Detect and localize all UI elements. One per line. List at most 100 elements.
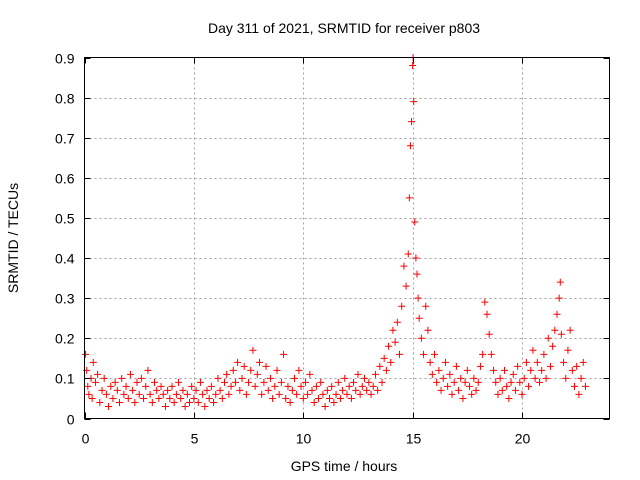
data-point (102, 390, 110, 398)
data-point (479, 350, 487, 358)
data-point (557, 330, 565, 338)
data-point (369, 382, 377, 390)
data-point (400, 262, 408, 270)
data-point (146, 390, 154, 398)
data-point (221, 378, 228, 386)
data-point (135, 390, 143, 398)
data-point (179, 386, 187, 394)
data-point (280, 350, 288, 358)
data-point (505, 394, 513, 402)
data-point (431, 350, 438, 358)
data-point (509, 370, 517, 378)
data-point (203, 386, 211, 394)
data-point (339, 386, 347, 394)
data-point (144, 366, 152, 374)
data-point (105, 402, 113, 410)
data-point (511, 386, 519, 394)
data-point (358, 382, 366, 390)
data-point (137, 374, 145, 382)
data-point (113, 386, 121, 394)
data-point (251, 382, 259, 390)
data-point (365, 378, 373, 386)
data-point (271, 382, 279, 390)
data-point (323, 386, 331, 394)
data-point (332, 390, 340, 398)
data-point (247, 366, 255, 374)
x-tick-label: 5 (191, 431, 199, 447)
data-point (148, 398, 156, 406)
data-point (549, 342, 557, 350)
data-point (498, 386, 506, 394)
data-point (459, 394, 467, 402)
data-point (514, 362, 522, 370)
data-point (426, 358, 434, 366)
data-point (404, 250, 412, 258)
data-point (367, 390, 375, 398)
data-point (91, 378, 99, 386)
data-point (518, 390, 526, 398)
data-point (553, 310, 561, 318)
data-point (413, 270, 421, 278)
data-point (374, 386, 382, 394)
data-point (356, 390, 364, 398)
data-point (133, 378, 141, 386)
data-point (310, 398, 318, 406)
data-point (321, 402, 329, 410)
data-point (334, 378, 342, 386)
data-point (236, 386, 244, 394)
data-point (341, 374, 349, 382)
data-point (288, 386, 296, 394)
data-point (573, 362, 581, 370)
data-point (533, 358, 541, 366)
data-point (183, 390, 191, 398)
data-point (577, 374, 585, 382)
data-point (181, 402, 189, 410)
data-point (192, 386, 200, 394)
data-point (490, 366, 498, 374)
data-point (382, 366, 390, 374)
data-point (312, 382, 320, 390)
data-point (485, 330, 493, 338)
y-tick-label: 0.6 (55, 171, 75, 187)
data-point (218, 394, 226, 402)
data-point (461, 378, 469, 386)
data-point (457, 374, 465, 382)
data-point (231, 378, 239, 386)
data-point (520, 374, 528, 382)
data-point (317, 378, 325, 386)
data-point (571, 382, 578, 390)
data-point (269, 394, 277, 402)
data-point (531, 374, 539, 382)
data-point (227, 382, 235, 390)
data-point (476, 362, 484, 370)
data-point (527, 366, 535, 374)
data-point (380, 354, 388, 362)
data-point (210, 398, 218, 406)
data-point (284, 382, 292, 390)
data-point (564, 346, 572, 354)
chart-title: Day 311 of 2021, SRMTID for receiver p80… (208, 20, 480, 36)
data-point (361, 374, 368, 382)
data-point (385, 342, 393, 350)
data-point (240, 362, 248, 370)
data-point (566, 326, 574, 334)
data-point (522, 358, 530, 366)
y-tick-label: 0.3 (55, 291, 75, 307)
data-point (448, 390, 456, 398)
data-point (260, 378, 268, 386)
y-tick-label: 0.7 (55, 131, 75, 147)
x-tick-label: 20 (515, 431, 531, 447)
data-point (205, 394, 213, 402)
data-point (444, 382, 452, 390)
data-point (410, 98, 418, 106)
data-point (194, 398, 202, 406)
data-point (393, 318, 401, 326)
data-point (120, 390, 128, 398)
data-point (256, 358, 263, 366)
axis-ticks: 0 0.1 0.2 0.3 0.4 0.5 0.6 0.7 0.8 0.9 0 5 10 15 20 (55, 51, 610, 447)
data-point (186, 398, 193, 406)
data-point (468, 390, 476, 398)
data-point (556, 278, 564, 286)
data-point (306, 370, 314, 378)
data-point (420, 350, 428, 358)
